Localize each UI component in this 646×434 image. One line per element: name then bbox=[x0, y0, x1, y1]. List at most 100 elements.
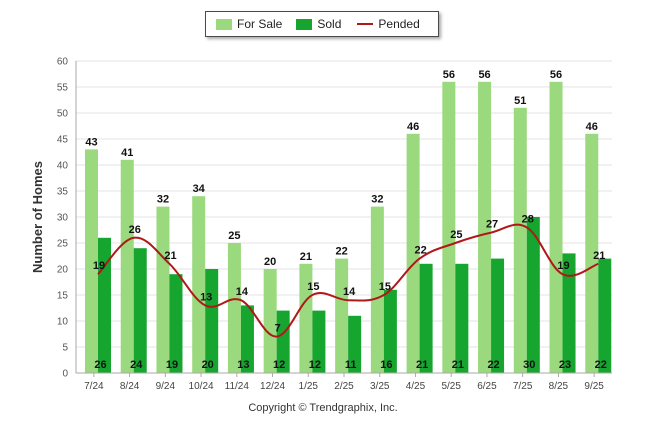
x-tick-label: 7/24 bbox=[84, 381, 104, 392]
x-tick-label: 9/24 bbox=[156, 381, 176, 392]
y-tick-label: 25 bbox=[57, 239, 69, 250]
sold-value-label: 11 bbox=[345, 359, 357, 371]
for-sale-value-label: 43 bbox=[85, 136, 97, 148]
for-sale-bar bbox=[442, 81, 456, 374]
for-sale-value-label: 41 bbox=[121, 147, 133, 159]
for-sale-value-label: 56 bbox=[443, 69, 455, 81]
x-tick-label: 11/24 bbox=[225, 381, 250, 392]
legend-item-pended[interactable]: Pended bbox=[357, 17, 420, 31]
pended-value-label: 26 bbox=[129, 224, 141, 236]
for-sale-bar bbox=[585, 133, 599, 373]
sold-value-label: 22 bbox=[595, 359, 607, 371]
sold-bar bbox=[312, 310, 326, 373]
sold-value-label: 19 bbox=[166, 359, 178, 371]
for-sale-value-label: 56 bbox=[550, 69, 562, 81]
y-tick-label: 0 bbox=[62, 369, 68, 380]
for-sale-bar bbox=[227, 243, 241, 373]
sold-bar bbox=[348, 315, 362, 373]
legend-item-sold[interactable]: Sold bbox=[296, 17, 341, 31]
for-sale-bar bbox=[549, 81, 563, 374]
sold-bar bbox=[383, 289, 397, 373]
for-sale-value-label: 32 bbox=[371, 194, 383, 206]
for-sale-value-label: 46 bbox=[586, 121, 598, 133]
for-sale-value-label: 25 bbox=[228, 230, 240, 242]
pended-value-label: 22 bbox=[414, 245, 426, 257]
copyright-footer: Copyright © Trendgraphix, Inc. bbox=[248, 402, 398, 414]
y-tick-label: 10 bbox=[57, 317, 69, 328]
pended-value-label: 19 bbox=[557, 260, 569, 272]
x-tick-label: 10/24 bbox=[189, 381, 214, 392]
data-labels: 43 26 41 24 32 19 34 20 25 13 20 12 21 12 22 11 32 16 46 21… bbox=[85, 69, 607, 371]
sold-bar bbox=[205, 269, 219, 373]
x-tick-label: 6/25 bbox=[477, 381, 497, 392]
for-sale-value-label: 56 bbox=[478, 69, 490, 81]
pended-value-label: 27 bbox=[486, 219, 498, 231]
legend-item-for-sale[interactable]: For Sale bbox=[216, 17, 282, 31]
x-tick-label: 1/25 bbox=[299, 381, 319, 392]
sold-bar bbox=[526, 217, 540, 373]
sold-bar bbox=[455, 263, 469, 373]
x-tick-label: 7/25 bbox=[513, 381, 533, 392]
sold-value-label: 20 bbox=[202, 359, 214, 371]
sold-value-label: 16 bbox=[380, 359, 392, 371]
y-tick-label: 60 bbox=[57, 57, 69, 68]
sold-bar bbox=[491, 258, 505, 373]
pended-value-label: 15 bbox=[307, 281, 319, 293]
legend: For Sale Sold Pended bbox=[205, 11, 439, 37]
y-tick-label: 30 bbox=[57, 213, 69, 224]
x-tick-label: 12/24 bbox=[260, 381, 285, 392]
legend-label-for-sale: For Sale bbox=[237, 17, 283, 31]
x-tick-label: 8/25 bbox=[549, 381, 569, 392]
sold-value-label: 12 bbox=[309, 359, 321, 371]
sold-value-label: 26 bbox=[94, 359, 106, 371]
for-sale-value-label: 34 bbox=[193, 183, 206, 195]
pended-value-label: 21 bbox=[164, 250, 176, 262]
sold-value-label: 13 bbox=[237, 359, 249, 371]
for-sale-bar bbox=[263, 269, 277, 373]
pended-value-label: 14 bbox=[236, 286, 249, 298]
for-sale-value-label: 20 bbox=[264, 256, 276, 268]
y-tick-label: 20 bbox=[57, 265, 69, 276]
sold-value-label: 21 bbox=[452, 359, 464, 371]
for-sale-bar bbox=[156, 206, 170, 373]
legend-label-sold: Sold bbox=[317, 17, 342, 31]
pended-line bbox=[97, 223, 599, 338]
sold-bar bbox=[419, 263, 433, 373]
sold-bar bbox=[276, 310, 290, 373]
x-axis-ticks: 7/24 8/24 9/24 10/24 11/24 12/24 1/25 2/25 3/25 4… bbox=[84, 373, 604, 392]
sold-value-label: 21 bbox=[416, 359, 428, 371]
for-sale-bar bbox=[120, 159, 134, 373]
pended-value-label: 14 bbox=[343, 286, 356, 298]
x-tick-label: 5/25 bbox=[441, 381, 461, 392]
for-sale-value-label: 21 bbox=[300, 251, 312, 263]
for-sale-value-label: 22 bbox=[336, 246, 348, 258]
x-tick-label: 9/25 bbox=[584, 381, 604, 392]
pended-value-label: 25 bbox=[450, 229, 462, 241]
for-sale-bar bbox=[192, 196, 206, 373]
sold-value-label: 12 bbox=[273, 359, 285, 371]
sold-bar bbox=[98, 237, 111, 373]
legend-label-pended: Pended bbox=[378, 17, 420, 31]
sold-bar bbox=[169, 274, 183, 373]
x-tick-label: 4/25 bbox=[406, 381, 426, 392]
sold-value-label: 22 bbox=[487, 359, 499, 371]
y-tick-label: 35 bbox=[57, 187, 69, 198]
pended-value-label: 21 bbox=[593, 250, 605, 262]
for-sale-bar bbox=[513, 107, 527, 374]
sold-bar bbox=[562, 253, 576, 373]
x-tick-label: 2/25 bbox=[334, 381, 354, 392]
sold-value-label: 24 bbox=[130, 359, 143, 371]
for-sale-swatch-icon bbox=[216, 18, 232, 30]
x-tick-label: 3/25 bbox=[370, 381, 390, 392]
for-sale-bar bbox=[299, 263, 313, 373]
sold-value-label: 23 bbox=[559, 359, 571, 371]
y-tick-label: 45 bbox=[57, 135, 69, 146]
y-axis-label: Number of Homes bbox=[30, 161, 45, 273]
y-tick-label: 5 bbox=[62, 343, 68, 354]
y-axis-ticks: 0 5 10 15 20 25 30 35 40 45 50 55 60 bbox=[57, 57, 69, 380]
x-tick-label: 8/24 bbox=[120, 381, 140, 392]
for-sale-value-label: 46 bbox=[407, 121, 419, 133]
for-sale-bar bbox=[406, 133, 420, 373]
for-sale-value-label: 32 bbox=[157, 194, 169, 206]
